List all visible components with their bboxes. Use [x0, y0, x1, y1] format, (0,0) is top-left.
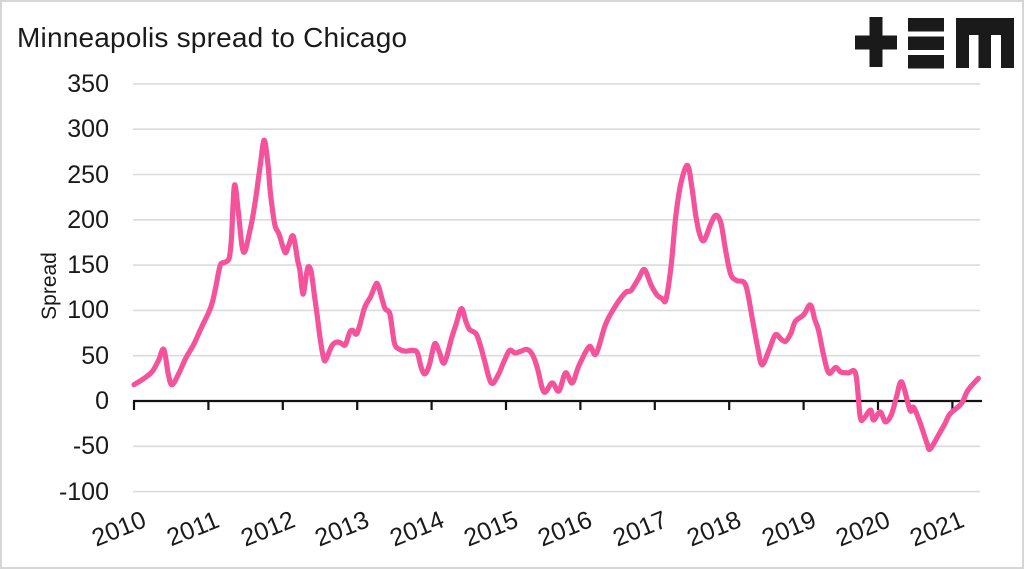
y-tick-label: 100 [67, 296, 109, 325]
y-tick-label: 150 [67, 251, 109, 280]
y-tick-label: 200 [67, 205, 109, 234]
y-tick-label: 50 [81, 341, 109, 370]
y-tick-label: 250 [67, 160, 109, 189]
triple-bar-icon [908, 18, 944, 69]
tem-logo [855, 17, 1015, 69]
chart-title: Minneapolis spread to Chicago [17, 22, 408, 53]
y-tick-label: 350 [67, 69, 109, 98]
m-icon [956, 18, 1014, 68]
spread-line [131, 137, 981, 452]
y-tick-label: -100 [58, 477, 109, 506]
plus-icon [855, 17, 897, 67]
y-tick-label: 300 [67, 115, 109, 144]
y-tick-label: 0 [95, 387, 109, 415]
y-tick-label: -50 [72, 432, 109, 461]
